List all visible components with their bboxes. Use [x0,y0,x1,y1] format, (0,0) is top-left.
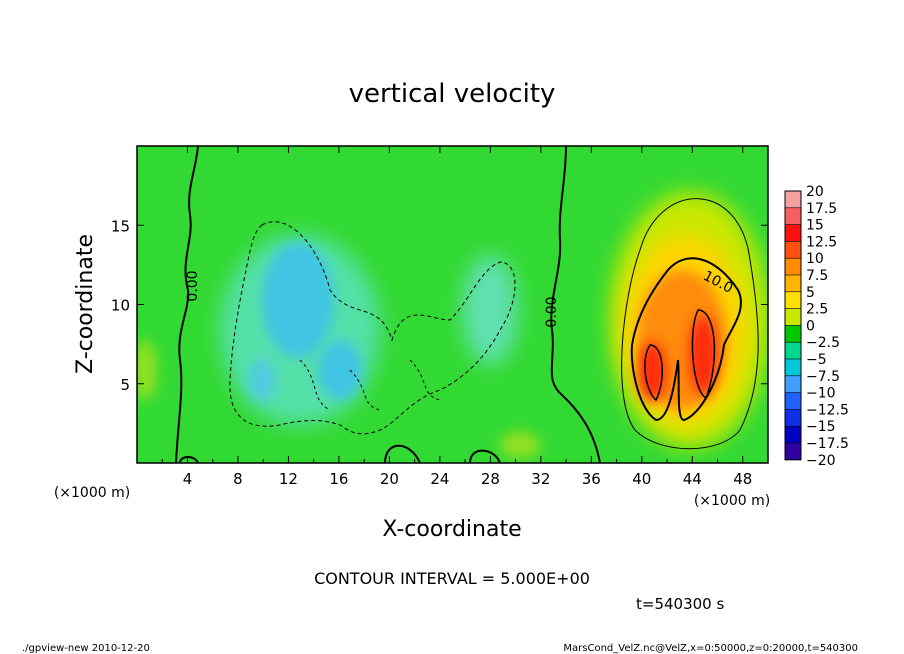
x-unit-left: (×1000 m) [54,485,130,501]
y-tick-label: 15 [111,217,130,235]
colorbar-segment [785,207,801,225]
colorbar-label: 10 [806,251,824,267]
updraft-15-contour-right [691,309,716,400]
x-tick-label: 16 [329,470,348,488]
colorbar-label: −7.5 [806,369,840,385]
colorbar-segment [785,409,801,427]
colorbar-label: −5 [806,352,827,368]
x-axis-title: X-coordinate [382,517,521,542]
zero-contour-left [175,146,199,463]
x-tick-label: 20 [380,470,399,488]
contour-label-mid: 0.00 [544,296,560,327]
x-tick-label: 44 [683,470,702,488]
x-unit-right: (×1000 m) [694,493,770,509]
colorbar-label: 20 [806,184,824,200]
colorbar-segment [785,426,801,443]
contour-label-left: 0.00 [185,270,201,301]
time-label: t=540300 s [636,595,724,613]
colorbar-label: −2.5 [806,335,840,351]
y-axis-title: Z-coordinate [73,234,98,374]
downdraft-contour [229,221,516,435]
footer-right: MarsCond_VelZ.nc@VelZ,x=0:50000,z=0:2000… [563,643,858,654]
colorbar-segment [785,342,801,359]
x-tick-label: 36 [582,470,601,488]
x-tick-label: 12 [279,470,298,488]
colorbar-label: −12.5 [806,402,849,418]
contour-interval: CONTOUR INTERVAL = 5.000E+00 [314,569,590,588]
colorbar-segment [785,275,801,292]
contour-lines [175,146,759,463]
colorbar-segment [785,392,801,410]
colorbar-label: −10 [806,386,836,402]
downdraft-core [262,242,334,358]
colorbar-label: −15 [806,419,836,435]
x-tick-label: 48 [733,470,752,488]
y-tick-label: 5 [120,376,130,394]
colorbar-segment [785,308,801,326]
colorbar-label: 0 [806,318,815,334]
heatmap-field [137,146,768,463]
x-tick-label: 28 [481,470,500,488]
y-axis-ticks: 5 10 15 [111,217,768,394]
colorbar-segment [785,443,801,460]
colorbar-segment [785,224,801,242]
updraft-15-contour-left [644,344,663,402]
colorbar-segment [785,191,801,208]
colorbar-label: 7.5 [806,268,828,284]
colorbar-label: 17.5 [806,201,837,217]
colorbar-label: 2.5 [806,302,828,318]
colorbar-segment [785,359,801,376]
colorbar-segment [785,375,801,393]
updraft-10-contour [630,257,742,422]
colorbar-label: −20 [806,453,836,469]
colorbar-segment [785,291,801,309]
colorbar-segment [785,241,801,259]
x-tick-label: 4 [183,470,193,488]
colorbar-segment [785,258,801,275]
footer-left: ./gpview-new 2010-12-20 [22,643,150,654]
x-tick-label: 24 [430,470,449,488]
colorbar-label: 15 [806,218,824,234]
colorbar-label: 5 [806,285,815,301]
x-tick-label: 40 [632,470,651,488]
downdraft-lobe [318,340,362,400]
colorbar-label: −17.5 [806,436,849,452]
x-tick-label: 8 [233,470,243,488]
colorbar-segment [785,325,801,343]
colorbar-label: 12.5 [806,234,837,250]
updraft-5-contour [621,198,759,450]
y-tick-label: 10 [111,297,130,315]
chart-title: vertical velocity [349,79,556,109]
colorbar: 2017.51512.5107.552.50−2.5−5−7.5−10−12.5… [784,184,849,469]
x-tick-label: 32 [531,470,550,488]
zero-contour-mid [550,146,601,463]
x-axis-ticks: 4 8 12 16 20 24 28 32 36 40 44 48 [161,146,752,488]
